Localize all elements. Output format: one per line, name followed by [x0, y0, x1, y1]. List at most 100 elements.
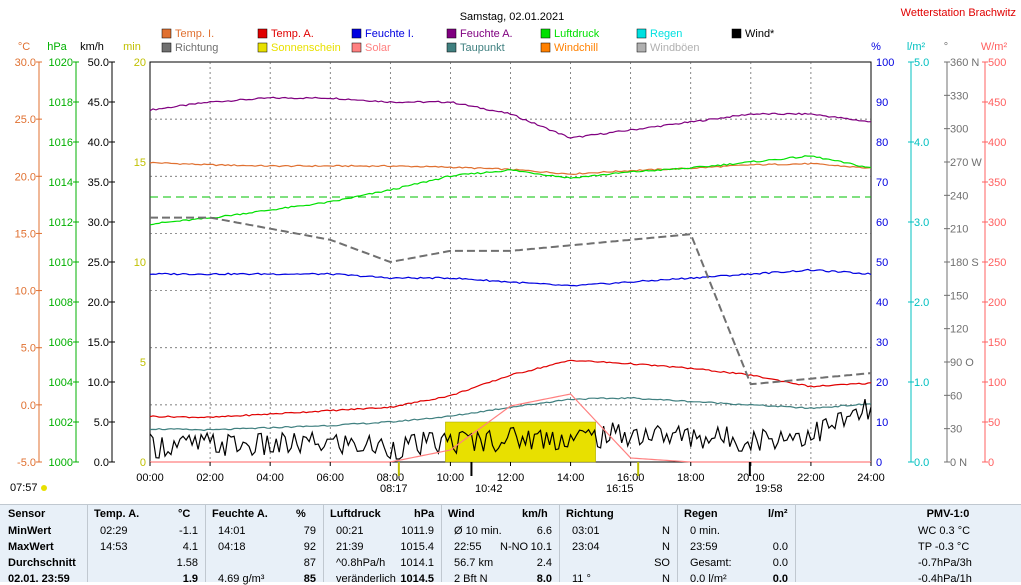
x-tick-label: 12:00: [497, 472, 525, 484]
axis-tick-label: 25.0: [15, 114, 36, 126]
axis-tick-label: 45.0: [88, 97, 109, 109]
stats-unit: km/h: [522, 508, 548, 520]
stat-cell: 1014.5: [400, 573, 434, 585]
x-tick-label: 22:00: [797, 472, 825, 484]
axis-tick-label: 0.0: [914, 457, 929, 469]
axis-tick-label: 250: [988, 257, 1006, 269]
axis-tick-label: 1.0: [914, 377, 929, 389]
axis-tick-label: 100: [988, 377, 1006, 389]
legend-label: Solar: [365, 42, 391, 54]
axis-tick-label: 500: [988, 57, 1006, 69]
stats-unit: %: [296, 508, 306, 520]
stat-cell: 0.0: [772, 573, 788, 585]
x-axis: 00:00 02:00 04:00 06:00 08:00 10:00 12:00 14:00…: [136, 462, 885, 484]
series-line-feuchte-a-: [149, 96, 872, 139]
axis-tick-label: 200: [988, 297, 1006, 309]
legend-label: Richtung: [175, 42, 218, 54]
stat-cell: 4.69 g/m³: [218, 573, 265, 585]
axis-tick-label: 150: [988, 337, 1006, 349]
stat-cell: veränderlich: [336, 573, 396, 585]
stat-cell: 02:29: [100, 525, 128, 537]
sunrise-main-icon: [41, 485, 47, 491]
axis-tick-label: 50.0: [88, 57, 109, 69]
axis-tick-label: 0: [988, 457, 994, 469]
legend-label: Windböen: [650, 42, 700, 54]
axis-tick-label: 0.0: [21, 400, 36, 412]
stat-cell: TP -0.3 °C: [918, 541, 970, 553]
legend-swatch: [257, 42, 268, 53]
unit-label: hPa: [47, 41, 67, 53]
stats-column: [324, 505, 442, 582]
stats-unit: hPa: [414, 508, 435, 520]
x-tick-label: 04:00: [256, 472, 284, 484]
legend-label: Temp. I.: [175, 28, 214, 40]
x-tick-label: 14:00: [557, 472, 585, 484]
axis-tick-label: 5.0: [914, 57, 929, 69]
stat-cell: 22:55: [454, 541, 482, 553]
stats-row-label: MaxWert: [8, 541, 54, 553]
series-line-richtung: [150, 216, 872, 386]
stat-cell: Gesamt:: [690, 557, 732, 569]
stat-cell: 1011.9: [401, 525, 434, 537]
stats-row-label: 02.01. 23:59: [8, 573, 70, 585]
stats-column: [0, 505, 88, 582]
axis-tick-label: 240: [950, 190, 968, 202]
series-line-feuchte-i-: [149, 268, 872, 287]
stat-cell: ^0.8hPa/h: [336, 557, 386, 569]
legend-swatch: [636, 42, 647, 53]
series-line-temp-a-: [149, 359, 872, 419]
x-tick-label: 00:00: [136, 472, 164, 484]
axis-tick-label: 180 S: [950, 257, 979, 269]
legend-label: Windchill: [554, 42, 598, 54]
stat-cell: N: [662, 541, 670, 553]
axis-tick-label: -5.0: [17, 457, 36, 469]
unit-label: °: [944, 41, 948, 53]
series-line-wind-: [149, 398, 872, 460]
legend-label: Feuchte I.: [365, 28, 414, 40]
unit-label: %: [871, 41, 881, 53]
stat-cell: SO: [654, 557, 670, 569]
axis-tick-label: 30: [950, 424, 962, 436]
axis-tick-label: 5: [140, 357, 146, 369]
unit-label: W/m²: [981, 41, 1008, 53]
sunrise-main-label: 07:57: [10, 482, 38, 494]
axis-tick-label: 4.0: [914, 137, 929, 149]
stat-cell: 10.1: [530, 541, 552, 553]
axis-tick-label: 100: [876, 57, 894, 69]
stat-cell: 03:01: [572, 525, 600, 537]
legend-label: Regen: [650, 28, 682, 40]
axis-tick-label: 10: [134, 257, 146, 269]
legend-label: Luftdruck: [554, 28, 600, 40]
stats-column: [88, 505, 206, 582]
axis-tick-label: 20: [134, 57, 146, 69]
legend-label: Temp. A.: [271, 28, 314, 40]
legend-label: Wind*: [745, 28, 775, 40]
axis-tick-label: 15: [134, 157, 146, 169]
axis-tick-label: 1018: [49, 97, 73, 109]
axis-tick-label: 1006: [49, 337, 73, 349]
axis-tick-label: 80: [876, 137, 888, 149]
stat-cell: 23:59: [690, 541, 718, 553]
x-tick-label: 18:00: [677, 472, 705, 484]
stats-row-label: MinWert: [8, 525, 52, 537]
weather-chart: Samstag, 02.01.2021 Wetterstation Brachw…: [10, 7, 1016, 495]
sunset-label: 16:15: [606, 483, 634, 495]
axis-tick-label: 70: [876, 177, 888, 189]
stat-cell: 6.6: [536, 525, 552, 537]
axis-tick-label: 350: [988, 177, 1006, 189]
axis-tick-label: 10: [876, 417, 888, 429]
stats-header: Richtung: [566, 508, 614, 520]
axis-tick-label: 1016: [49, 137, 73, 149]
stat-cell: 92: [303, 541, 316, 553]
stats-header: Wind: [448, 508, 475, 520]
axis-tick-label: 10.0: [15, 286, 36, 298]
legend-swatch: [351, 42, 362, 53]
stat-cell: -1.1: [179, 525, 198, 537]
legend-label: Feuchte A.: [460, 28, 513, 40]
axis-tick-label: 360 N: [950, 57, 979, 69]
axis-tick-label: 20: [876, 377, 888, 389]
legend-swatch: [731, 28, 742, 39]
stat-cell: 8.0: [536, 573, 552, 585]
stat-cell: 0.0 l/m²: [690, 573, 727, 585]
axis-tick-label: 40: [876, 297, 888, 309]
